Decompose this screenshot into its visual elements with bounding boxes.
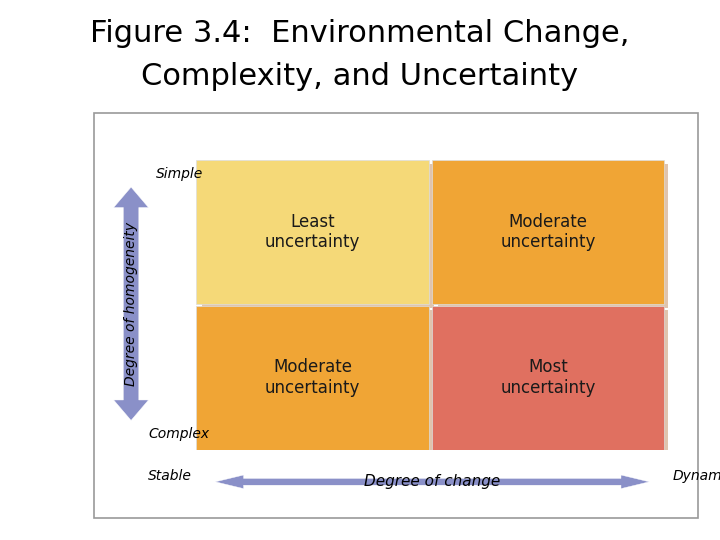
Text: Moderate
uncertainty: Moderate uncertainty: [500, 213, 596, 252]
Text: Simple: Simple: [156, 167, 203, 181]
Text: Degree of change: Degree of change: [364, 474, 500, 489]
Text: Dynamic: Dynamic: [673, 469, 720, 483]
Text: Moderate
uncertainty: Moderate uncertainty: [265, 359, 360, 397]
Polygon shape: [215, 475, 649, 489]
FancyBboxPatch shape: [197, 160, 428, 303]
Text: Figure 3.4:  Environmental Change,: Figure 3.4: Environmental Change,: [90, 19, 630, 48]
Text: Stable: Stable: [148, 469, 192, 483]
FancyBboxPatch shape: [197, 306, 428, 449]
Text: Most
uncertainty: Most uncertainty: [500, 359, 596, 397]
Text: Least
uncertainty: Least uncertainty: [265, 213, 360, 252]
FancyBboxPatch shape: [438, 310, 670, 454]
Text: Complexity, and Uncertainty: Complexity, and Uncertainty: [141, 62, 579, 91]
Text: Degree of homogeneity: Degree of homogeneity: [124, 222, 138, 386]
Polygon shape: [114, 187, 148, 420]
FancyBboxPatch shape: [202, 310, 434, 454]
FancyBboxPatch shape: [202, 164, 434, 308]
FancyBboxPatch shape: [438, 164, 670, 308]
FancyBboxPatch shape: [432, 306, 665, 449]
FancyBboxPatch shape: [432, 160, 665, 303]
Text: Complex: Complex: [149, 427, 210, 441]
